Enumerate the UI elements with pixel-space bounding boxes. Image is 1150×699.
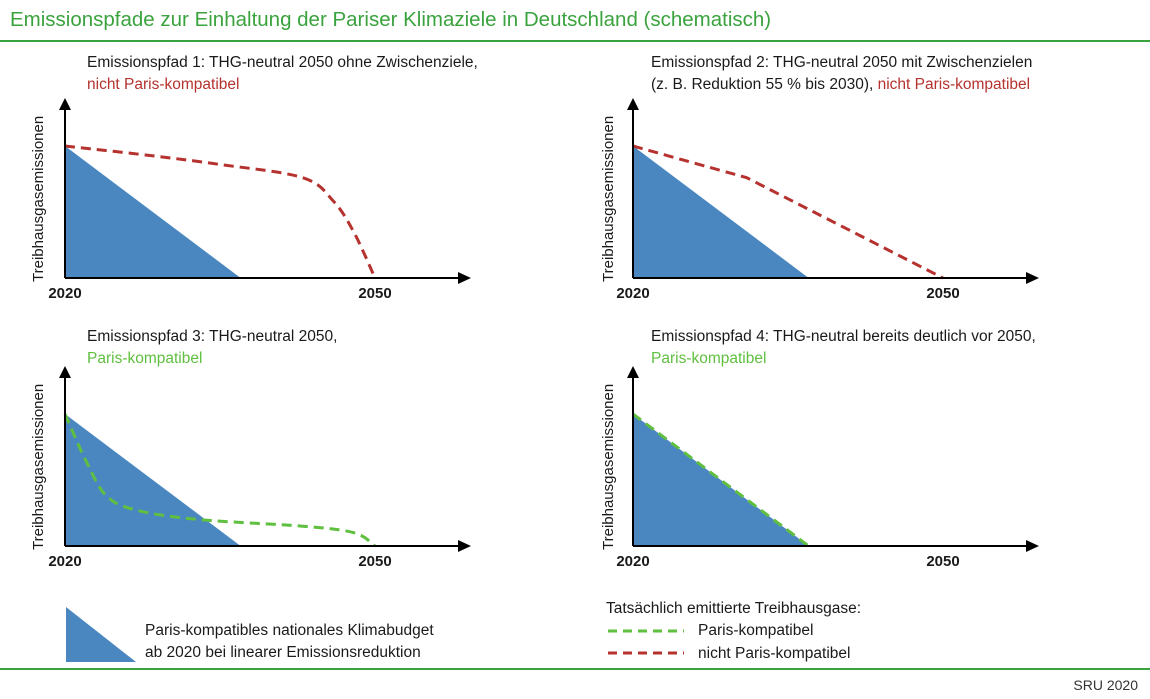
panel-1-title: Emissionspfad 1: THG-neutral 2050 ohne Z… bbox=[87, 54, 478, 71]
figure-title: Emissionspfade zur Einhaltung der Parise… bbox=[10, 8, 772, 31]
legend-budget-text: Paris-kompatibles nationales Klimabudget… bbox=[145, 620, 434, 664]
legend-red-label: nicht Paris-kompatibel bbox=[698, 645, 851, 662]
series-line-green bbox=[63, 413, 376, 548]
credit: SRU 2020 bbox=[1073, 677, 1138, 693]
legend-line-swatches bbox=[608, 629, 684, 655]
legend-budget-triangle bbox=[66, 607, 136, 662]
budget-area bbox=[65, 146, 241, 278]
x-axis-arrow bbox=[458, 540, 471, 552]
y-axis-arrow bbox=[627, 366, 639, 378]
x-tick-2020: 2020 bbox=[616, 553, 649, 570]
budget-area bbox=[65, 414, 241, 546]
y-axis-arrow bbox=[59, 98, 71, 110]
panel-3-label: Emissionspfad 3: THG-neutral 2050, Paris… bbox=[87, 326, 337, 370]
budget-area bbox=[633, 414, 809, 546]
bottom-rule bbox=[0, 668, 1150, 670]
x-axis-arrow bbox=[1026, 272, 1039, 284]
budget-area bbox=[633, 146, 809, 278]
panel-4-title: Emissionspfad 4: THG-neutral bereits deu… bbox=[651, 328, 1036, 345]
series-line-red bbox=[632, 144, 944, 280]
x-tick-2050: 2050 bbox=[358, 285, 391, 302]
panel-1-label: Emissionspfad 1: THG-neutral 2050 ohne Z… bbox=[87, 52, 478, 96]
panel-2-label: Emissionspfad 2: THG-neutral 2050 mit Zw… bbox=[651, 52, 1032, 96]
panel-2-title2: (z. B. Reduktion 55 % bis 2030), bbox=[651, 76, 874, 93]
x-axis-arrow bbox=[1026, 540, 1039, 552]
top-rule bbox=[0, 40, 1150, 42]
x-tick-2020: 2020 bbox=[48, 553, 81, 570]
x-tick-2050: 2050 bbox=[926, 285, 959, 302]
panel-3-title: Emissionspfad 3: THG-neutral 2050, bbox=[87, 328, 338, 345]
legend-budget-line2: ab 2020 bei linearer Emissionsreduktion bbox=[145, 644, 421, 661]
x-axis-arrow bbox=[458, 272, 471, 284]
panel-4-chart: 2020 2050 bbox=[616, 366, 1039, 570]
panel-4-label: Emissionspfad 4: THG-neutral bereits deu… bbox=[651, 326, 1036, 370]
legend-heading: Tatsächlich emittierte Treibhausgase: bbox=[606, 600, 862, 617]
series-line-green bbox=[632, 412, 810, 548]
x-tick-2050: 2050 bbox=[358, 553, 391, 570]
legend-green-label: Paris-kompatibel bbox=[698, 622, 814, 639]
series-line-red bbox=[64, 144, 377, 279]
y-axis-arrow bbox=[627, 98, 639, 110]
panel-2-status: nicht Paris-kompatibel bbox=[877, 76, 1031, 93]
x-tick-2050: 2050 bbox=[926, 553, 959, 570]
panel-2-chart: 2020 2050 bbox=[616, 98, 1039, 302]
panel-3-chart: 2020 2050 bbox=[48, 366, 471, 570]
x-tick-2020: 2020 bbox=[48, 285, 81, 302]
x-tick-2020: 2020 bbox=[616, 285, 649, 302]
panel-1-status: nicht Paris-kompatibel bbox=[87, 76, 240, 93]
panel-2-title: Emissionspfad 2: THG-neutral 2050 mit Zw… bbox=[651, 54, 1033, 71]
panel-3-status: Paris-kompatibel bbox=[87, 350, 203, 367]
panel-1-chart: 2020 2050 bbox=[48, 98, 471, 302]
panel-4-status: Paris-kompatibel bbox=[651, 350, 767, 367]
legend-budget-swatch bbox=[66, 607, 136, 662]
y-axis-arrow bbox=[59, 366, 71, 378]
legend-budget-line1: Paris-kompatibles nationales Klimabudget bbox=[145, 622, 434, 639]
